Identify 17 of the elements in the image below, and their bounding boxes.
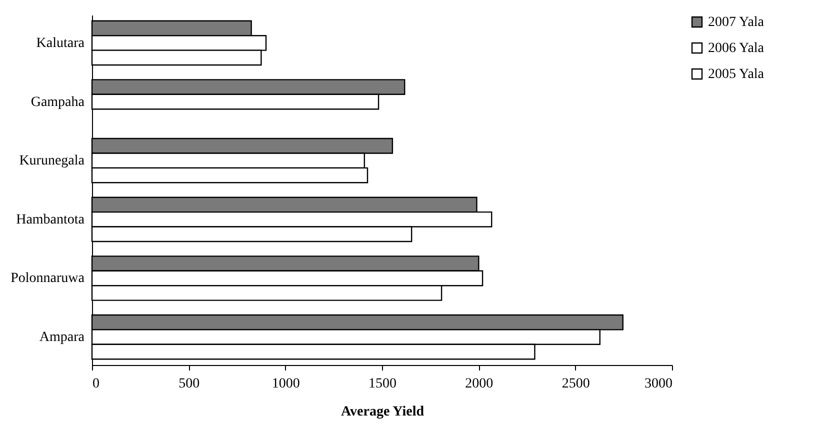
legend-label: 2007 Yala <box>708 15 765 30</box>
x-tick-label: 2500 <box>562 376 590 392</box>
y-tick-label: Polonnaruwa <box>10 271 86 286</box>
y-tick-label: Kalutara <box>36 36 86 51</box>
x-tick-label: 500 <box>178 376 200 392</box>
legend-label: 2006 Yala <box>708 41 765 56</box>
y-tick-label: Kurunegala <box>19 154 86 169</box>
legend-label: 2005 Yala <box>708 67 765 82</box>
x-tick-label: 1000 <box>272 376 300 392</box>
x-tick-label: 3000 <box>644 376 672 392</box>
x-tick-label: 1500 <box>368 376 396 392</box>
y-tick-label: Hambantota <box>16 212 86 228</box>
y-tick-label: Gampaha <box>30 94 86 110</box>
x-axis-title: Average Yield <box>340 404 424 420</box>
x-tick-label: 2000 <box>465 376 494 392</box>
y-tick-label: Ampara <box>39 330 86 346</box>
x-tick-label: 0 <box>92 376 100 392</box>
